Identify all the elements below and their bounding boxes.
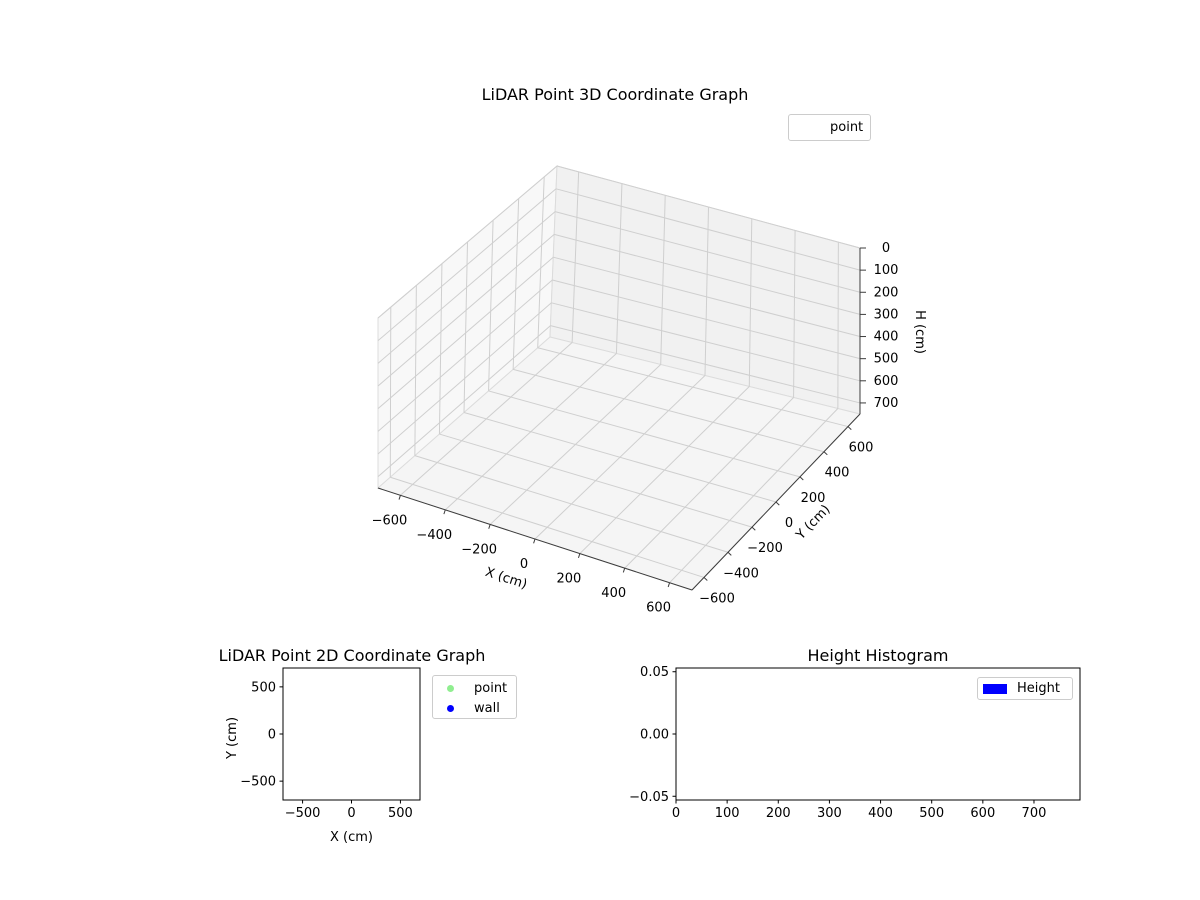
svg-text:300: 300 [817, 806, 842, 821]
plot3d-axes: −600−400−2000200400600−600−400−200020040… [372, 164, 927, 616]
svg-text:100: 100 [874, 263, 899, 278]
svg-text:700: 700 [1022, 806, 1047, 821]
plot2d-axes: −500 0 500 −500 0 500 X (cm) Y (cm) [225, 667, 421, 845]
svg-text:600: 600 [970, 806, 995, 821]
svg-text:−600: −600 [699, 591, 735, 606]
svg-text:200: 200 [874, 285, 899, 300]
legend2d-marker-point [447, 684, 454, 692]
svg-text:−0.05: −0.05 [629, 790, 669, 805]
svg-text:−500: −500 [240, 775, 276, 790]
svg-text:200: 200 [766, 806, 791, 821]
hist-legend-swatch [983, 683, 1007, 694]
legend-3d: point [788, 114, 871, 141]
svg-text:400: 400 [868, 806, 893, 821]
svg-text:−600: −600 [372, 513, 408, 528]
legend2d-label-wall: wall [474, 700, 500, 716]
svg-text:−400: −400 [723, 566, 759, 581]
plot2d-title: LiDAR Point 2D Coordinate Graph [218, 646, 486, 665]
legend2d-label-point: point [474, 680, 508, 696]
hist-title: Height Histogram [807, 646, 949, 665]
svg-text:500: 500 [388, 806, 413, 821]
legend2d-row-point: point [433, 678, 516, 698]
svg-text:−200: −200 [747, 541, 783, 556]
svg-text:400: 400 [874, 330, 899, 345]
svg-text:400: 400 [825, 466, 850, 481]
svg-text:−200: −200 [461, 542, 497, 557]
svg-text:Y (cm): Y (cm) [793, 502, 834, 543]
legend3d-marker-point [794, 121, 820, 134]
svg-text:200: 200 [801, 491, 826, 506]
svg-text:0: 0 [520, 557, 528, 572]
svg-text:0: 0 [785, 516, 793, 531]
svg-text:600: 600 [646, 601, 671, 616]
svg-text:−400: −400 [416, 528, 452, 543]
svg-text:500: 500 [919, 806, 944, 821]
svg-text:0.05: 0.05 [640, 665, 669, 680]
svg-text:0: 0 [268, 728, 276, 743]
svg-text:500: 500 [251, 680, 276, 695]
legend3d-label-point: point [830, 120, 864, 135]
svg-text:200: 200 [556, 572, 581, 587]
svg-text:X (cm): X (cm) [330, 830, 373, 845]
svg-text:H (cm): H (cm) [912, 310, 927, 354]
svg-text:400: 400 [601, 586, 626, 601]
svg-text:0: 0 [882, 241, 890, 256]
svg-text:0: 0 [672, 806, 680, 821]
svg-text:700: 700 [874, 396, 899, 411]
svg-text:Y (cm): Y (cm) [225, 717, 240, 760]
svg-text:300: 300 [874, 307, 899, 322]
svg-text:−500: −500 [285, 806, 321, 821]
legend-2d: point wall [432, 675, 517, 719]
legend2d-marker-wall [447, 704, 454, 712]
svg-text:100: 100 [715, 806, 740, 821]
svg-text:600: 600 [874, 374, 899, 389]
hist-legend-label: Height [1017, 681, 1060, 696]
legend2d-row-wall: wall [433, 698, 516, 718]
svg-text:0: 0 [347, 806, 355, 821]
svg-text:600: 600 [849, 441, 874, 456]
svg-text:0.00: 0.00 [640, 728, 669, 743]
plot3d-title: LiDAR Point 3D Coordinate Graph [481, 85, 749, 104]
svg-text:500: 500 [874, 352, 899, 367]
legend-hist: Height [977, 677, 1073, 700]
